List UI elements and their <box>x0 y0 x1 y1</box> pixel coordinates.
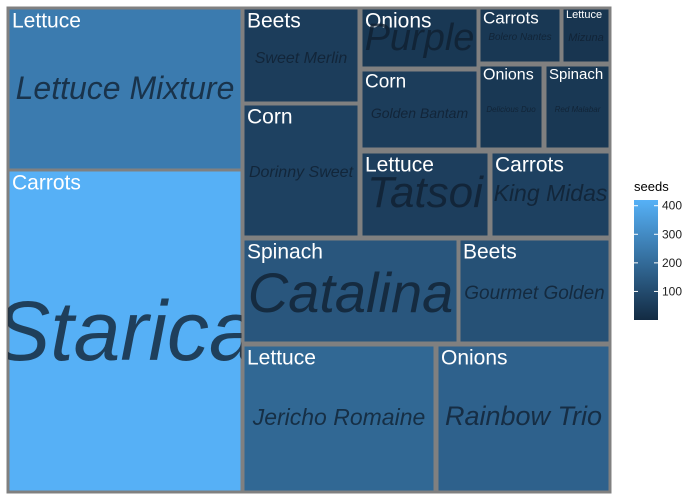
tile-rect <box>241 102 361 239</box>
tile-variety-label: Catalina <box>248 261 453 324</box>
treemap-tile: Corn Dorinny Sweet <box>241 102 361 239</box>
tile-vegetable-label: Lettuce <box>247 346 316 369</box>
tile-vegetable-label: Spinach <box>549 66 603 83</box>
tile-vegetable-label: Beets <box>247 9 301 32</box>
legend-tick-label: 300 <box>662 227 682 241</box>
tile-variety-label: Delicious Duo <box>486 105 536 114</box>
tile-rect <box>477 63 545 151</box>
tile-variety-label: Golden Bantam <box>371 105 469 121</box>
tile-rect <box>489 150 612 239</box>
tile-rect <box>543 63 612 151</box>
tile-vegetable-label: Onions <box>365 9 432 32</box>
tile-variety-label: Starica <box>0 284 256 378</box>
tile-vegetable-label: Carrots <box>483 9 539 28</box>
treemap-tile: Onions Delicious Duo <box>477 63 545 151</box>
tile-rect <box>359 6 480 70</box>
tile-rect <box>560 6 612 65</box>
tile-variety-label: Purple <box>365 17 475 59</box>
treemap-tile: Lettuce Jericho Romaine <box>241 343 437 494</box>
tile-variety-label: Tatsoi <box>367 168 484 217</box>
tile-vegetable-label: Lettuce <box>12 9 81 32</box>
tile-variety-label: Lettuce Mixture <box>16 70 235 106</box>
treemap-tile: Lettuce Mizuna <box>560 6 612 65</box>
tile-vegetable-label: Spinach <box>247 240 323 263</box>
treemap-tile: Onions Rainbow Trio <box>435 343 612 494</box>
treemap-tile: Lettuce Lettuce Mixture <box>6 6 244 172</box>
treemap-tile: Spinach Red Malabar <box>543 63 612 151</box>
tile-rect <box>359 68 480 151</box>
tile-variety-label: Red Malabar <box>555 105 601 114</box>
treemap-tile: Carrots King Midas <box>489 150 612 239</box>
treemap-tile: Beets Gourmet Golden <box>457 237 612 345</box>
tile-rect <box>457 237 612 345</box>
tile-rect <box>241 6 361 105</box>
legend-tick-label: 400 <box>662 199 682 213</box>
tile-variety-label: Gourmet Golden <box>464 283 604 304</box>
tile-vegetable-label: Beets <box>463 240 517 263</box>
tile-vegetable-label: Carrots <box>12 171 81 194</box>
tile-rect <box>6 6 244 172</box>
treemap-tile: Corn Golden Bantam <box>359 68 480 151</box>
treemap-tile: Carrots Bolero Nantes <box>477 6 563 65</box>
tile-variety-label: Sweet Merlin <box>255 50 348 67</box>
tile-variety-label: Dorinny Sweet <box>249 164 354 181</box>
tile-rect <box>241 237 460 345</box>
tile-vegetable-label: Carrots <box>495 153 564 176</box>
tile-rect <box>241 343 437 494</box>
legend-title: seeds <box>634 179 669 194</box>
tile-variety-label: Jericho Romaine <box>252 404 426 430</box>
tile-vegetable-label: Lettuce <box>566 9 602 21</box>
legend-tick-label: 100 <box>662 284 682 298</box>
tile-vegetable-label: Corn <box>247 105 293 128</box>
tile-variety-label: King Midas <box>494 180 608 206</box>
tile-variety-label: Bolero Nantes <box>488 32 551 43</box>
legend-tick-label: 200 <box>662 256 682 270</box>
tile-vegetable-label: Lettuce <box>365 153 434 176</box>
tile-variety-label: Mizuna <box>568 32 603 44</box>
tile-vegetable-label: Corn <box>365 71 406 92</box>
tile-rect <box>359 150 491 239</box>
legend-colorbar <box>634 200 658 320</box>
treemap-tile: Carrots Starica <box>0 168 256 494</box>
tile-vegetable-label: Onions <box>441 346 508 369</box>
color-legend: seeds 100 200 300 400 <box>634 179 682 320</box>
tile-vegetable-label: Onions <box>483 67 534 84</box>
tile-rect <box>6 168 244 494</box>
tile-variety-label: Rainbow Trio <box>445 401 602 431</box>
tile-rect <box>477 6 563 65</box>
legend-ticks: 100 200 300 400 <box>634 199 682 298</box>
tile-rect <box>435 343 612 494</box>
treemap-tile: Beets Sweet Merlin <box>241 6 361 105</box>
